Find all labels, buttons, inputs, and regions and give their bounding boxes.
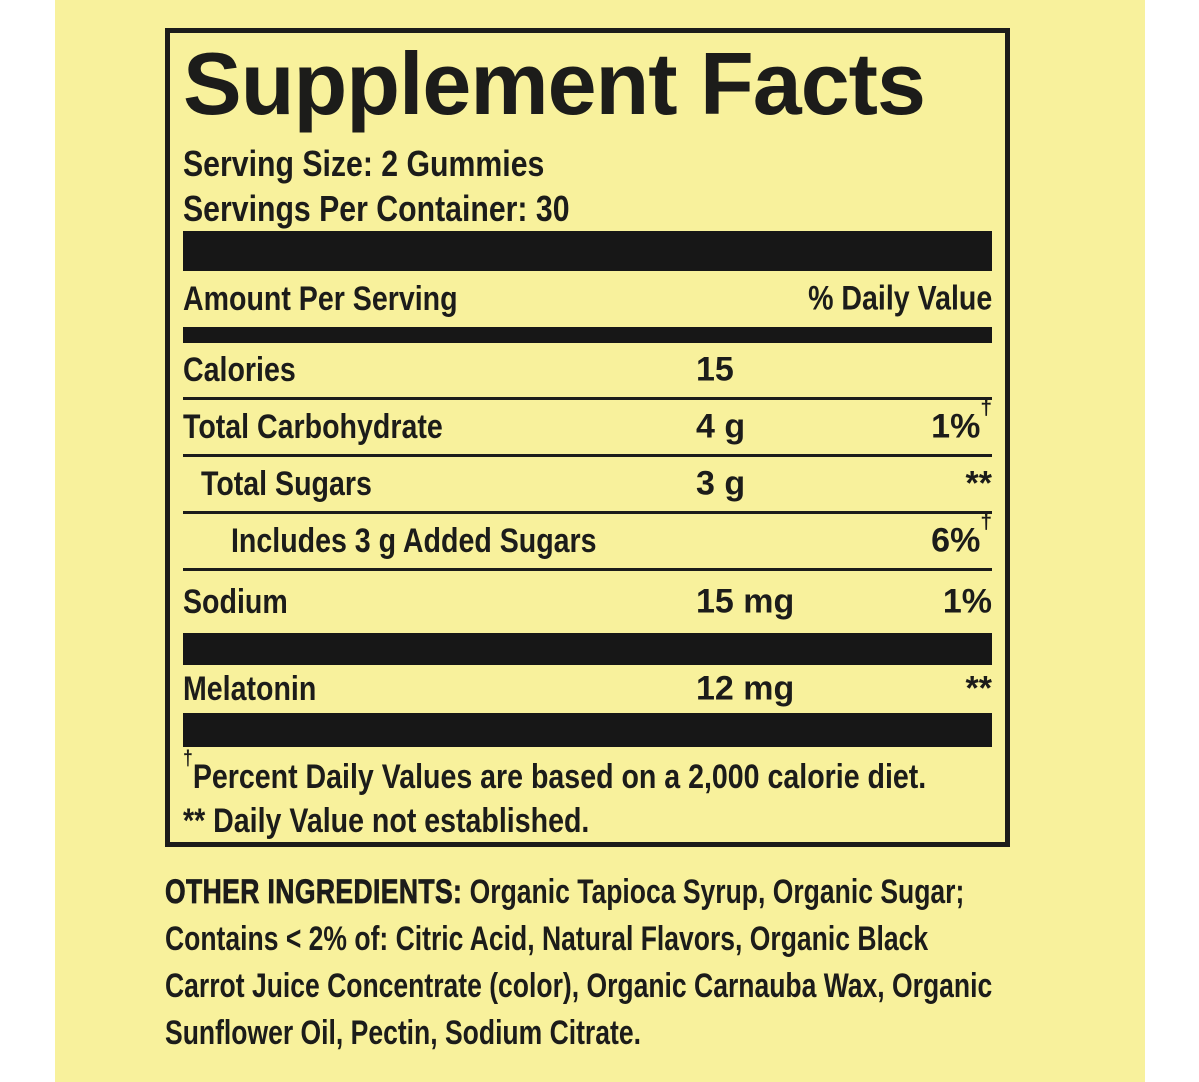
column-header-row: Amount Per Serving % Daily Value (183, 271, 992, 327)
nutrient-amount: 15 (696, 350, 734, 389)
nutrient-daily-value: 1%† (931, 396, 992, 446)
supplement-facts-box: Supplement Facts Serving Size: 2 Gummies… (165, 28, 1010, 847)
footnotes: †Percent Daily Values are based on a 2,0… (183, 746, 992, 843)
nutrient-name: Melatonin (183, 669, 317, 708)
nutrient-amount: 15 mg (696, 582, 795, 621)
other-ingredients-line: Carrot Juice Concentrate (color), Organi… (165, 967, 993, 1005)
nutrient-name: Sodium (183, 582, 288, 621)
serving-info: Serving Size: 2 Gummies Servings Per Con… (183, 141, 992, 231)
nutrient-daily-value: 1% (942, 582, 992, 621)
label-panel: Supplement Facts Serving Size: 2 Gummies… (55, 0, 1145, 1082)
thick-divider-bar-middle (183, 633, 992, 665)
other-ingredients-paragraph: OTHER INGREDIENTS: Organic Tapioca Syrup… (165, 869, 1115, 1057)
nutrient-name: Includes 3 g Added Sugars (231, 521, 597, 560)
nutrient-row-added-sugars: Includes 3 g Added Sugars 6%† (183, 510, 992, 571)
thick-divider-bar-top (183, 231, 992, 271)
supplement-facts-title: Supplement Facts (183, 34, 926, 133)
nutrient-amount: 12 mg (696, 669, 795, 708)
percent-daily-value-header: % Daily Value (807, 279, 992, 318)
other-ingredients-line: Sunflower Oil, Pectin, Sodium Citrate. (165, 1014, 641, 1052)
nutrient-row-calories: Calories 15 (183, 343, 992, 400)
nutrient-row-total-sugars: Total Sugars 3 g ** (183, 457, 992, 514)
other-ingredients-line: OTHER INGREDIENTS: Organic Tapioca Syrup… (165, 873, 965, 912)
nutrient-amount: 3 g (696, 464, 746, 503)
nutrient-name: Total Sugars (201, 464, 372, 503)
nutrient-name: Calories (183, 350, 296, 389)
nutrient-row-total-carbohydrate: Total Carbohydrate 4 g 1%† (183, 396, 992, 457)
other-ingredients-line: Contains < 2% of: Citric Acid, Natural F… (165, 920, 929, 958)
other-ingredients-heading: OTHER INGREDIENTS: (165, 873, 463, 912)
nutrient-row-melatonin: Melatonin 12 mg ** (183, 665, 992, 713)
nutrient-daily-value: 6%† (931, 510, 992, 560)
medium-divider-bar (183, 327, 992, 343)
nutrient-name: Total Carbohydrate (183, 407, 443, 446)
thick-divider-bar-bottom (183, 713, 992, 747)
nutrient-row-sodium: Sodium 15 mg 1% (183, 571, 992, 633)
nutrient-daily-value: ** (965, 464, 992, 503)
nutrient-daily-value: ** (965, 669, 992, 708)
servings-per-container-line: Servings Per Container: 30 (183, 188, 570, 229)
serving-size-line: Serving Size: 2 Gummies (183, 143, 545, 184)
nutrient-amount: 4 g (696, 407, 746, 446)
footnote-dv-not-established: ** Daily Value not established. (183, 802, 590, 840)
amount-per-serving-header: Amount Per Serving (183, 279, 458, 318)
footnote-daily-value-basis: †Percent Daily Values are based on a 2,0… (183, 746, 927, 796)
